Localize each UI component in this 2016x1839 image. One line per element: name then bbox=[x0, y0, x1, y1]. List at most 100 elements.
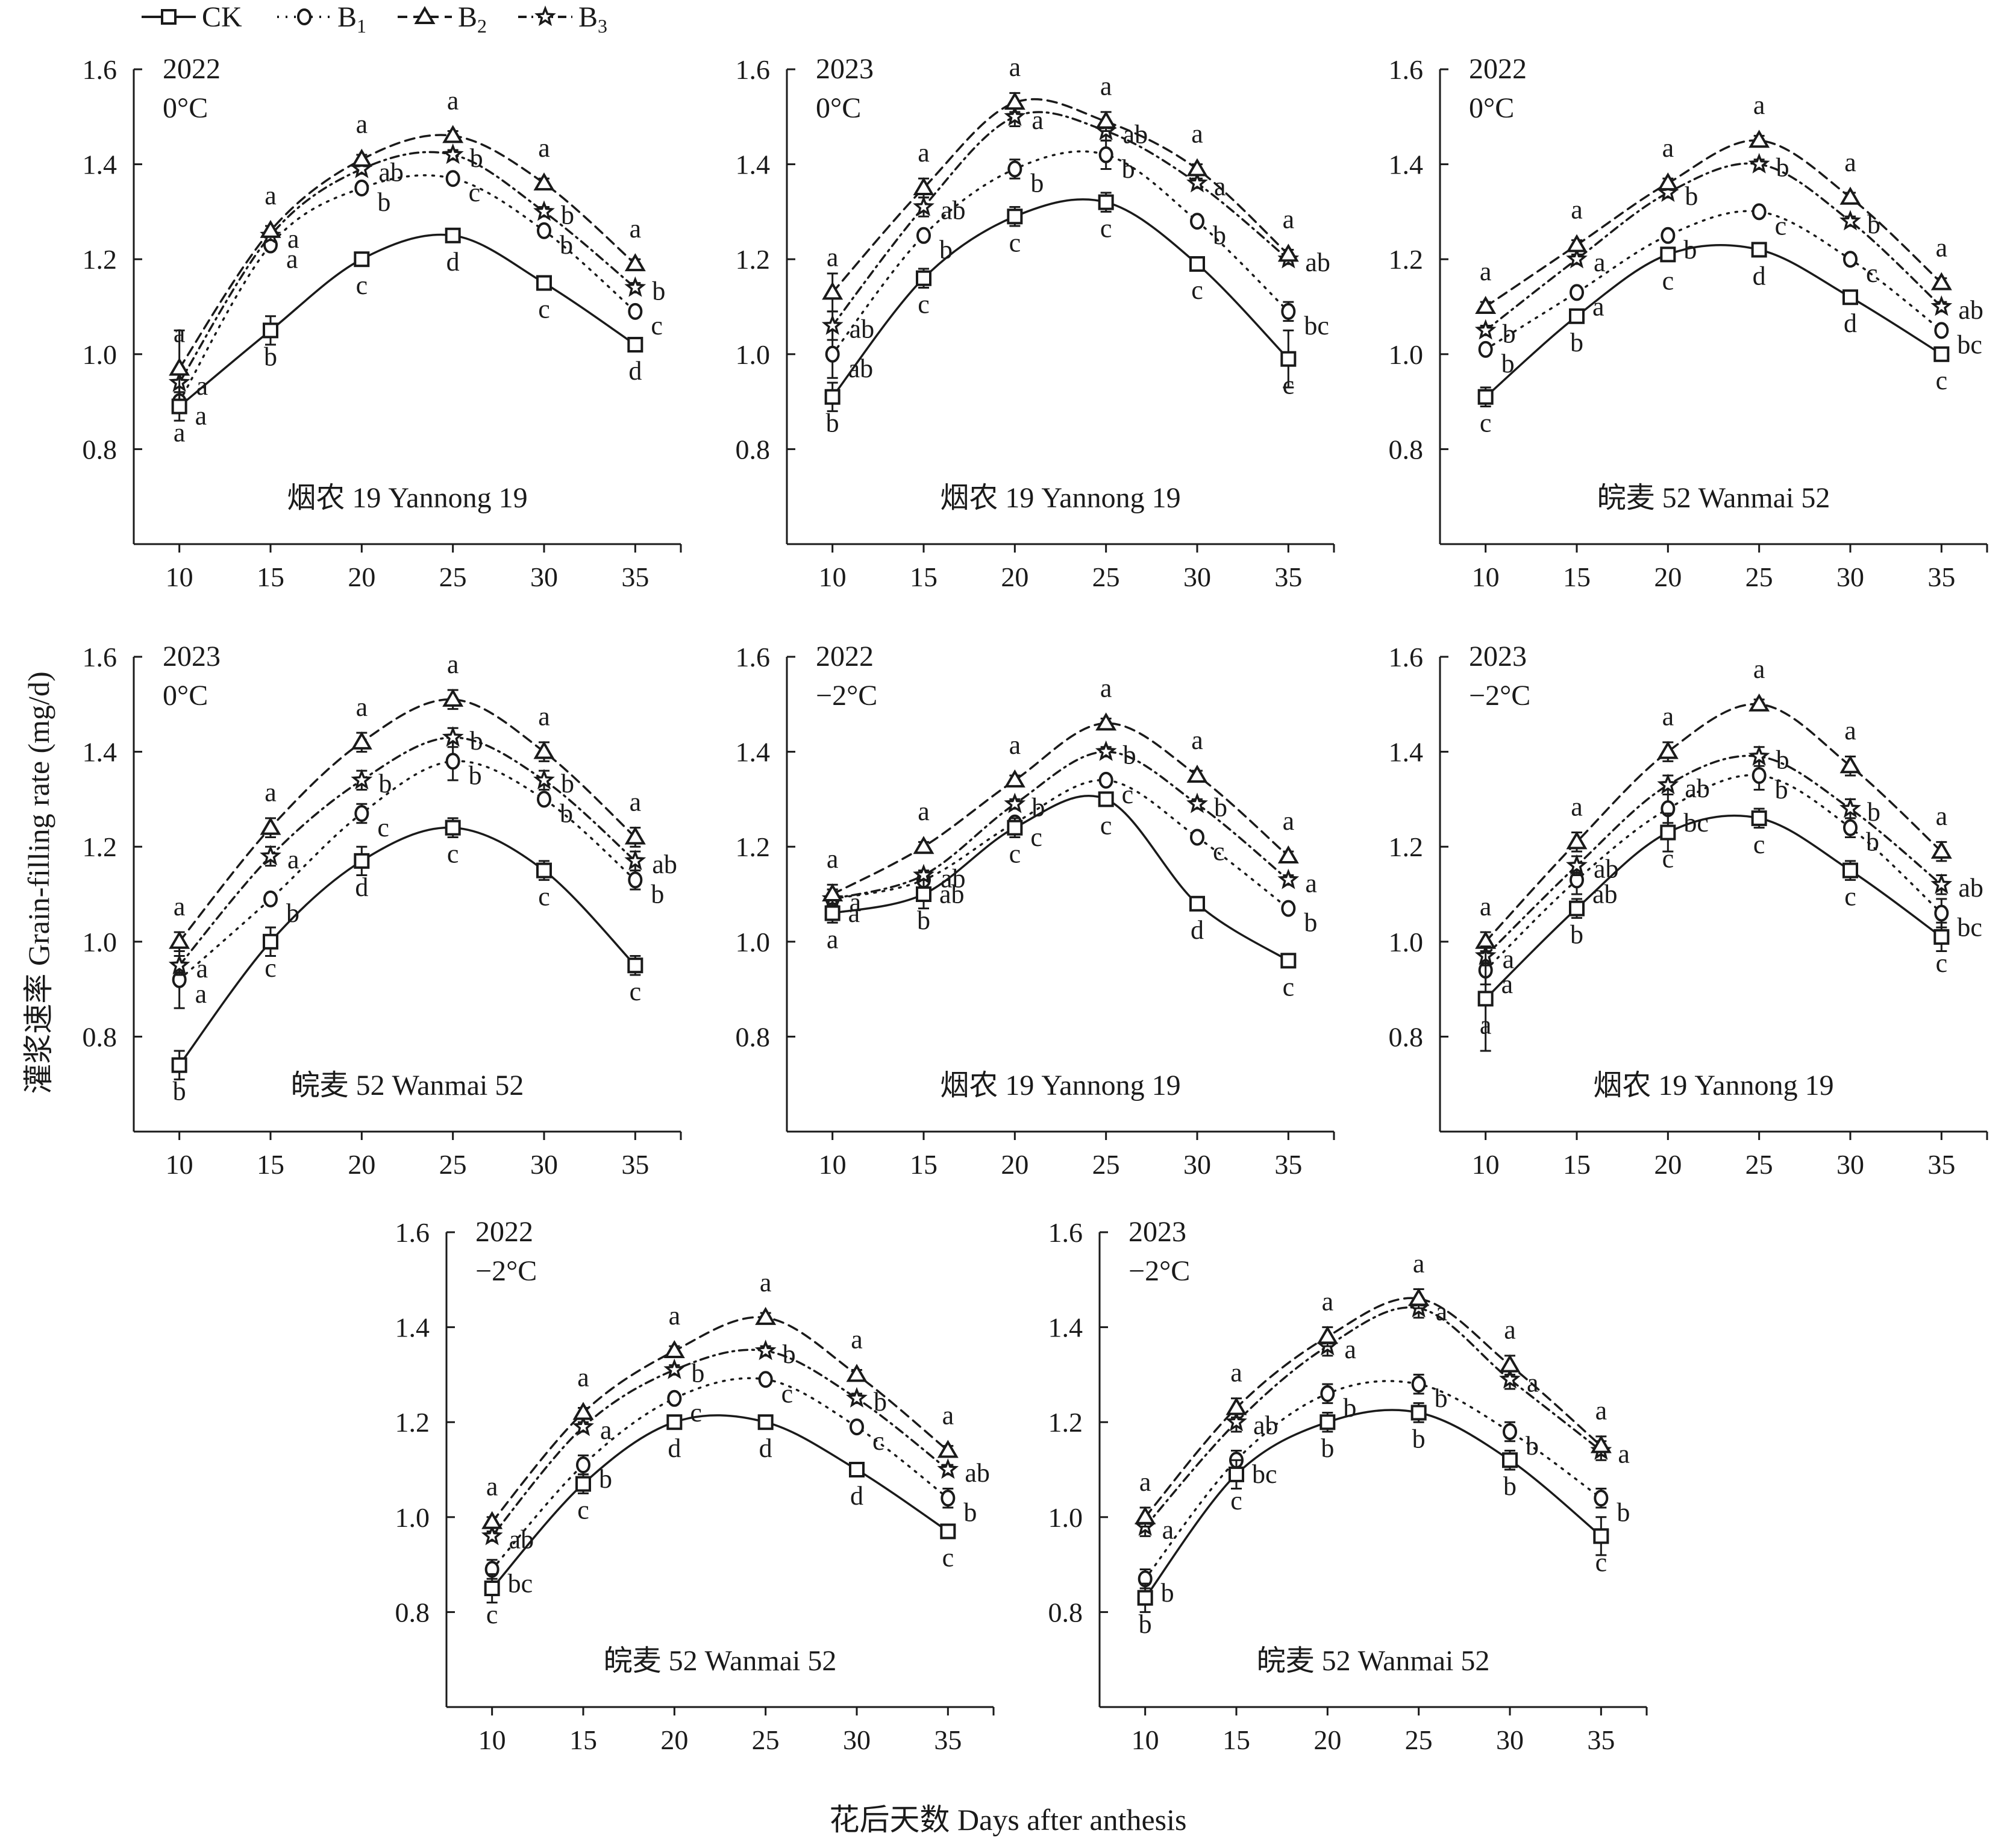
data-point-ck bbox=[263, 933, 278, 950]
data-point-b3 bbox=[442, 143, 464, 164]
data-point-b3 bbox=[442, 726, 464, 747]
data-point-ck bbox=[1477, 991, 1494, 1007]
data-point-ck bbox=[1189, 256, 1205, 272]
x-tick-label: 15 bbox=[1563, 1149, 1591, 1180]
panel-year: 2022 bbox=[1469, 53, 1527, 85]
series-line-b3 bbox=[1144, 1306, 1603, 1528]
x-tick-label: 20 bbox=[348, 562, 375, 592]
data-point-b1 bbox=[1843, 251, 1858, 268]
significance-letter: a bbox=[174, 418, 186, 447]
panel-year: 2023 bbox=[816, 53, 874, 85]
panel-year: 2023 bbox=[163, 641, 221, 672]
significance-letter: a bbox=[760, 1268, 772, 1297]
significance-letter: ab bbox=[965, 1458, 990, 1488]
x-tick-label: 25 bbox=[439, 1149, 467, 1180]
significance-letter: c bbox=[1122, 780, 1134, 809]
data-point-b2 bbox=[1748, 693, 1770, 712]
x-tick-label: 20 bbox=[1313, 1725, 1341, 1755]
significance-letter: c bbox=[1030, 822, 1042, 852]
data-point-b1 bbox=[1478, 340, 1493, 358]
x-tick-label: 30 bbox=[843, 1725, 871, 1755]
data-point-ck bbox=[263, 322, 278, 339]
significance-letter: a bbox=[1594, 248, 1606, 277]
data-point-b3 bbox=[1566, 248, 1588, 269]
significance-letter: d bbox=[1844, 309, 1857, 338]
significance-letter: c bbox=[1844, 882, 1856, 912]
data-point-b3 bbox=[1748, 745, 1770, 766]
significance-letter: b bbox=[652, 276, 665, 305]
y-tick-label: 1.0 bbox=[736, 927, 771, 957]
data-point-ck bbox=[1593, 1528, 1609, 1544]
x-tick-label: 10 bbox=[478, 1725, 506, 1755]
significance-letter: c bbox=[1753, 830, 1765, 859]
y-tick-label: 1.4 bbox=[1389, 149, 1424, 180]
significance-letter: b bbox=[378, 769, 392, 798]
significance-letter: b bbox=[1501, 349, 1515, 378]
data-point-b1 bbox=[1751, 203, 1767, 221]
y-tick-label: 0.8 bbox=[395, 1597, 430, 1628]
significance-letter: a bbox=[827, 242, 839, 272]
legend-label: B2 bbox=[458, 1, 487, 37]
data-point-b1 bbox=[1281, 900, 1296, 917]
series-line-ck bbox=[490, 1414, 950, 1590]
y-tick-label: 1.4 bbox=[83, 149, 117, 180]
significance-letter: c bbox=[1009, 228, 1021, 257]
significance-letter: a bbox=[1283, 204, 1295, 234]
data-point-b1 bbox=[1281, 302, 1296, 320]
significance-letter: ab bbox=[652, 850, 677, 879]
significance-letter: c bbox=[1100, 214, 1112, 243]
y-tick-label: 0.8 bbox=[83, 434, 117, 465]
y-tick-label: 1.2 bbox=[736, 832, 771, 862]
data-point-ck bbox=[1933, 346, 1950, 362]
panel-year: 2023 bbox=[1129, 1216, 1186, 1248]
significance-letter: ab bbox=[1685, 774, 1710, 803]
significance-letter: b bbox=[1139, 1609, 1152, 1639]
data-point-b2 bbox=[913, 836, 934, 854]
data-point-b1 bbox=[1594, 1490, 1609, 1507]
data-point-ck bbox=[1933, 929, 1950, 945]
significance-letter: d bbox=[1191, 915, 1204, 945]
significance-letter: ab bbox=[378, 157, 404, 187]
series-line-b1 bbox=[1144, 1380, 1603, 1580]
significance-letter: a bbox=[196, 954, 208, 983]
x-tick-label: 20 bbox=[660, 1725, 688, 1755]
significance-letter: a bbox=[918, 138, 930, 168]
x-tick-label: 15 bbox=[1563, 562, 1591, 592]
data-point-b2 bbox=[1226, 1397, 1247, 1415]
x-tick-label: 20 bbox=[1654, 562, 1682, 592]
significance-letter: a bbox=[1480, 1010, 1492, 1039]
data-point-b1 bbox=[941, 1490, 956, 1507]
data-point-b2 bbox=[624, 826, 646, 845]
data-point-b2 bbox=[846, 1364, 868, 1382]
data-point-b2 bbox=[1930, 272, 1952, 290]
data-point-b3 bbox=[533, 200, 555, 221]
data-point-b2 bbox=[1839, 755, 1861, 774]
significance-letter: b bbox=[939, 235, 953, 265]
data-point-b2 bbox=[260, 219, 281, 238]
significance-letter: a bbox=[1571, 195, 1583, 225]
series-line-b3 bbox=[831, 111, 1290, 327]
series-line-b2 bbox=[1484, 703, 1943, 943]
significance-letter: b bbox=[470, 143, 483, 173]
data-point-ck bbox=[1660, 246, 1676, 263]
significance-letter: c bbox=[1936, 366, 1948, 395]
significance-letter: a bbox=[196, 371, 208, 401]
significance-letter: b bbox=[1030, 168, 1044, 198]
data-point-ck bbox=[1007, 819, 1023, 836]
data-point-b1 bbox=[628, 302, 643, 320]
panel-cultivar: 烟农 19 Yannong 19 bbox=[287, 482, 527, 514]
x-tick-label: 25 bbox=[1745, 562, 1773, 592]
significance-letter: b bbox=[560, 230, 573, 260]
significance-letter: c bbox=[1480, 409, 1492, 438]
significance-letter: a bbox=[630, 787, 642, 816]
significance-letter: a bbox=[827, 844, 839, 874]
x-tick-label: 10 bbox=[1132, 1725, 1159, 1755]
x-tick-label: 30 bbox=[530, 562, 558, 592]
significance-letter: a bbox=[1436, 1297, 1448, 1326]
data-point-b2 bbox=[1095, 110, 1117, 129]
significance-letter: a bbox=[286, 245, 298, 274]
data-point-b2 bbox=[1657, 172, 1679, 191]
data-point-b3 bbox=[1095, 740, 1117, 761]
significance-letter: d bbox=[668, 1433, 681, 1463]
x-tick-label: 35 bbox=[621, 1149, 649, 1180]
